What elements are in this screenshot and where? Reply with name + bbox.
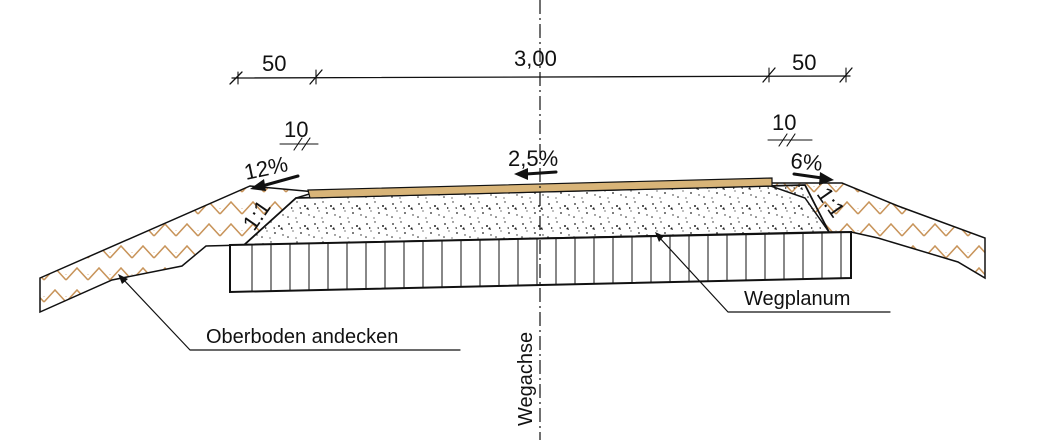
slope-arrow-right-shoulder	[792, 172, 834, 185]
axis-label: Wegachse	[515, 332, 537, 426]
leader-subgrade	[655, 232, 891, 313]
subgrade-hatch-lines	[251, 232, 842, 292]
slope-label-center: 2,5%	[508, 146, 558, 171]
dimension-label-left: 50	[262, 51, 286, 76]
offset-dimension-left	[279, 137, 319, 151]
offset-label-left: 10	[284, 117, 308, 142]
dimension-label-right: 50	[792, 50, 816, 75]
dimension-label-center: 3,00	[514, 46, 557, 71]
leader-topsoil	[118, 274, 461, 351]
callout-subgrade: Wegplanum	[744, 288, 850, 310]
offset-dimension-right	[767, 133, 813, 147]
slope-arrow-left-shoulder	[250, 174, 300, 191]
callout-topsoil: Oberboden andecken	[206, 326, 398, 348]
slope-arrow-center	[514, 168, 558, 180]
slope-label-right-shoulder: 6%	[790, 148, 824, 176]
dimension-line-top	[229, 67, 853, 85]
left-topsoil-embankment	[39, 185, 317, 314]
surface-layer	[307, 177, 773, 199]
offset-label-right: 10	[772, 110, 796, 135]
